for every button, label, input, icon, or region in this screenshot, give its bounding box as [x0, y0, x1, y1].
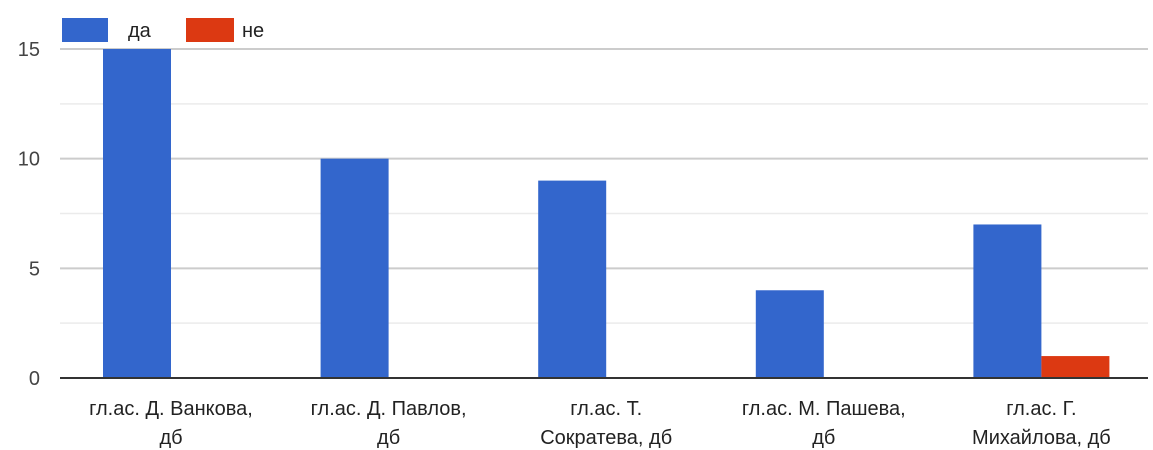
- category-label: дб: [812, 427, 835, 449]
- bar-да-0: [103, 49, 171, 378]
- bar-да-2: [538, 180, 607, 378]
- y-tick-label: 15: [18, 39, 40, 61]
- category-label: гл.ас. Т.: [570, 398, 642, 420]
- category-label: дб: [159, 427, 182, 449]
- category-label: гл.ас. Д. Ванкова,: [89, 398, 253, 420]
- y-axis-ticks: 0 5 10 15: [18, 39, 40, 390]
- bar-не-4: [1041, 356, 1110, 378]
- y-tick-label: 10: [18, 149, 40, 171]
- y-tick-label: 5: [29, 258, 40, 280]
- category-label: гл.ас. М. Пашева,: [742, 398, 906, 420]
- legend-label: да: [128, 20, 152, 42]
- bar-да-1: [320, 158, 389, 378]
- category-label: дб: [377, 427, 400, 449]
- legend-swatch: [186, 18, 234, 42]
- category-label: Михайлова, дб: [972, 427, 1111, 449]
- category-label: гл.ас. Д. Павлов,: [311, 398, 467, 420]
- category-label: Сократева, дб: [540, 427, 672, 449]
- legend-swatch: [62, 18, 108, 42]
- category-label: гл.ас. Г.: [1006, 398, 1076, 420]
- legend-label: не: [242, 20, 264, 42]
- y-tick-label: 0: [29, 368, 40, 390]
- bar-да-4: [973, 224, 1042, 378]
- bar-да-3: [755, 290, 824, 378]
- bars: [103, 49, 1110, 378]
- legend: да не: [62, 18, 264, 42]
- x-axis-categories: гл.ас. Д. Ванкова, дб гл.ас. Д. Павлов, дб г…: [89, 398, 1111, 449]
